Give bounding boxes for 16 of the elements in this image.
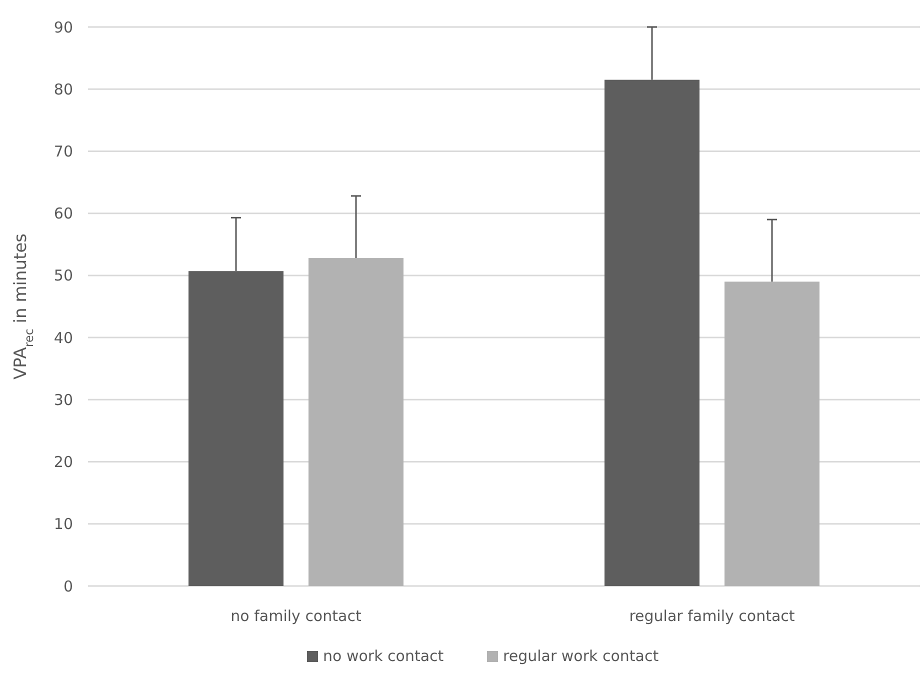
legend-label: regular work contact	[503, 647, 659, 665]
y-tick-label: 40	[54, 328, 73, 347]
y-tick-label: 80	[54, 80, 73, 98]
y-tick-label: 0	[63, 577, 73, 596]
x-tick-label: regular family contact	[629, 607, 795, 625]
bar	[308, 258, 404, 586]
y-tick-label: 30	[54, 390, 73, 409]
y-tick-label: 10	[54, 515, 73, 534]
bar	[724, 282, 820, 586]
y-tick-label: 70	[54, 142, 73, 160]
x-tick-label: no family contact	[230, 607, 362, 625]
y-tick-label: 20	[54, 453, 73, 472]
y-tick-label: 60	[54, 204, 73, 223]
y-tick-label: 90	[54, 18, 73, 36]
legend-label: no work contact	[323, 647, 444, 665]
y-tick-label: 50	[54, 266, 73, 285]
